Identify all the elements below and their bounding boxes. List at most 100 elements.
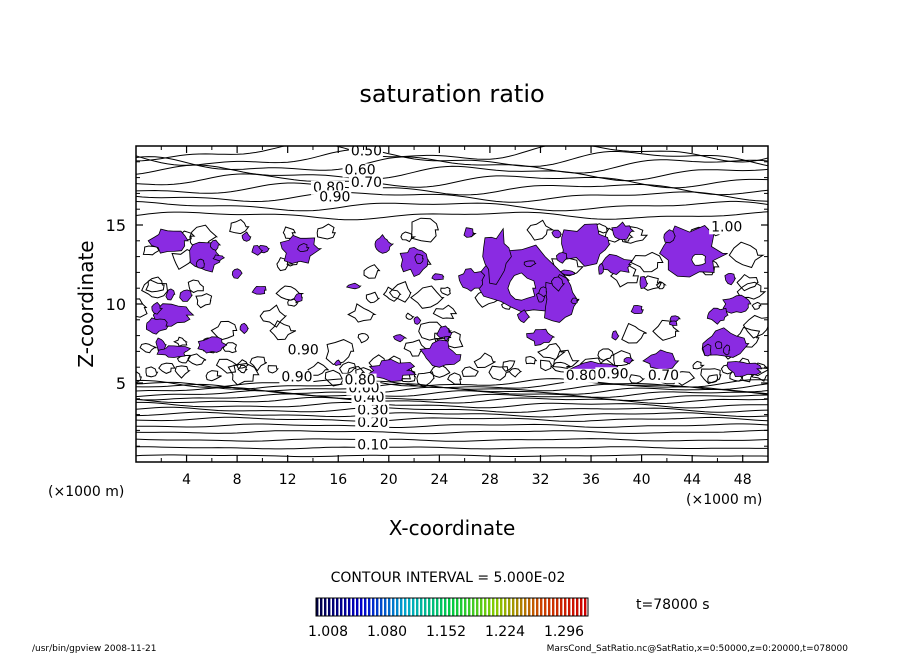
contour-line bbox=[136, 211, 768, 221]
supersaturated-region bbox=[195, 258, 205, 269]
supersaturated-region bbox=[538, 286, 548, 297]
colorbar-cell bbox=[444, 598, 447, 616]
contour-line bbox=[628, 374, 646, 384]
supersaturated-region bbox=[241, 231, 252, 242]
contour-label-bg bbox=[348, 146, 383, 159]
supersaturated-region bbox=[706, 307, 729, 325]
colorbar-cell bbox=[320, 598, 323, 616]
colorbar-cell bbox=[420, 598, 423, 616]
contour-label-bg bbox=[563, 368, 598, 383]
contour-line bbox=[187, 353, 207, 366]
supersaturated-region bbox=[551, 229, 562, 239]
colorbar-cell bbox=[496, 598, 499, 616]
colorbar-cell bbox=[488, 598, 491, 616]
supersaturated-region bbox=[724, 272, 737, 286]
colorbar-cell bbox=[436, 598, 439, 616]
contour-line bbox=[229, 219, 250, 235]
contour-line bbox=[630, 251, 664, 273]
x-axis-label: X-coordinate bbox=[389, 516, 516, 540]
supersaturated-region bbox=[146, 317, 169, 335]
contour-line bbox=[249, 356, 268, 372]
contour-line bbox=[751, 301, 762, 310]
colorbar-cell bbox=[404, 598, 407, 616]
contour-line bbox=[621, 322, 647, 344]
plot-area: 0.100.200.300.400.600.800.900.90 0.80 0.90… bbox=[136, 146, 768, 462]
time-label: t=78000 s bbox=[636, 597, 710, 613]
supersaturated-region bbox=[701, 327, 750, 358]
x-tick-label: 24 bbox=[430, 472, 448, 488]
colorbar-cell bbox=[412, 598, 415, 616]
supersaturated-region bbox=[555, 252, 569, 264]
colorbar-cell bbox=[364, 598, 367, 616]
contour-label: 0.10 bbox=[357, 437, 388, 453]
contour-line bbox=[473, 352, 496, 369]
x-tick-label: 4 bbox=[182, 472, 191, 488]
contour-label-bg bbox=[279, 370, 314, 385]
chart-title: saturation ratio bbox=[359, 80, 544, 108]
colorbar-tick-label: 1.224 bbox=[485, 624, 525, 640]
contour-line bbox=[347, 303, 377, 323]
contour-label: 0.90 bbox=[281, 369, 312, 385]
x-tick-label: 48 bbox=[734, 472, 752, 488]
y-tick-label: 15 bbox=[106, 216, 126, 235]
contour-line bbox=[136, 416, 768, 422]
subsaturated-hole bbox=[691, 253, 706, 266]
supersaturated-region bbox=[598, 262, 604, 275]
contour-line bbox=[526, 219, 555, 241]
contour-line bbox=[145, 366, 159, 378]
colorbar-cell bbox=[340, 598, 343, 616]
supersaturated-region bbox=[560, 223, 611, 267]
contour-line bbox=[136, 390, 768, 398]
contour-line bbox=[189, 224, 219, 250]
supersaturated-region bbox=[463, 227, 475, 238]
supersaturated-region bbox=[570, 297, 580, 305]
colorbar-ticks: 1.008 1.080 1.152 1.224 1.296 bbox=[308, 624, 584, 640]
colorbar-cell bbox=[372, 598, 375, 616]
contour-line bbox=[508, 367, 523, 378]
contour-line bbox=[136, 173, 768, 189]
contour-label-bg bbox=[709, 220, 744, 235]
colorbar-cell bbox=[520, 598, 523, 616]
colorbar-cell bbox=[388, 598, 391, 616]
contour-label-bg bbox=[342, 373, 377, 388]
supersaturated-region bbox=[251, 285, 267, 295]
supersaturated-regions bbox=[146, 221, 763, 383]
colorbar-cell bbox=[448, 598, 451, 616]
colorbar-cell bbox=[540, 598, 543, 616]
colorbar-cell bbox=[564, 598, 567, 616]
supersaturated-region bbox=[419, 339, 462, 368]
supersaturated-region bbox=[550, 276, 566, 292]
footer-right: MarsCond_SatRatio.nc@SatRatio,x=0:50000,… bbox=[547, 644, 849, 654]
colorbar-cell bbox=[332, 598, 335, 616]
contour-line bbox=[136, 164, 768, 182]
contour-line bbox=[410, 285, 445, 309]
colorbar-cell bbox=[416, 598, 419, 616]
contour-line bbox=[537, 343, 567, 361]
colorbar-cell bbox=[528, 598, 531, 616]
contour-line bbox=[136, 438, 768, 442]
y-axis: 5 10 15 bbox=[106, 161, 768, 447]
contour-line bbox=[357, 332, 370, 344]
contour-line bbox=[136, 156, 768, 174]
contour-line bbox=[222, 342, 237, 354]
contour-line bbox=[432, 304, 458, 319]
colorbar-cell bbox=[424, 598, 427, 616]
supersaturated-region bbox=[155, 337, 167, 351]
supersaturated-region bbox=[293, 293, 303, 303]
contour-line bbox=[461, 366, 479, 377]
supersaturated-region bbox=[526, 328, 555, 346]
colorbar bbox=[316, 598, 587, 616]
x-axis: 4 8 12 16 20 24 28 32 36 40 44 48 bbox=[160, 146, 752, 488]
colorbar-cell bbox=[460, 598, 463, 616]
contour-line bbox=[416, 371, 435, 388]
colorbar-cell bbox=[500, 598, 503, 616]
colorbar-cell bbox=[516, 598, 519, 616]
contour-label-bg bbox=[348, 176, 383, 191]
supersaturated-region bbox=[374, 234, 395, 254]
supersaturated-region bbox=[702, 343, 712, 357]
supersaturated-region bbox=[414, 253, 424, 265]
contour-label-bg bbox=[645, 368, 680, 383]
contour-line bbox=[736, 281, 767, 300]
colorbar-cell bbox=[344, 598, 347, 616]
colorbar-tick-label: 1.152 bbox=[426, 624, 466, 640]
